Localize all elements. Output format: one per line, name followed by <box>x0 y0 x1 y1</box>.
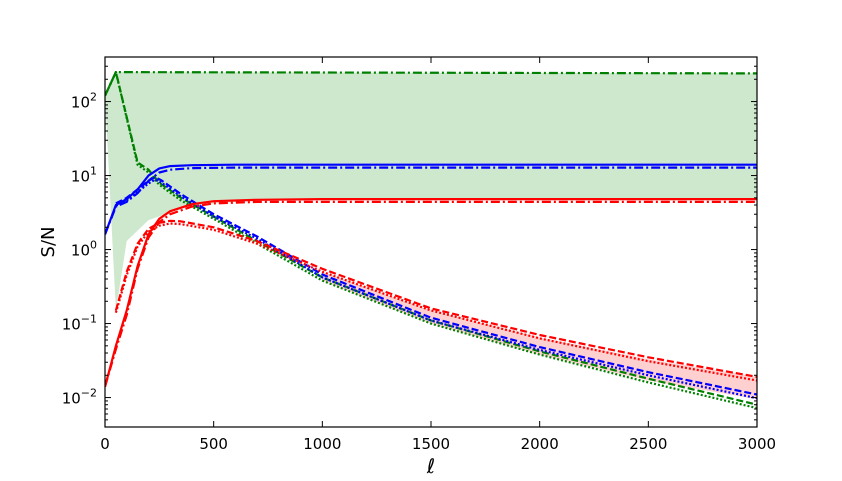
red-dotted-line <box>114 222 757 382</box>
bands-layer <box>105 72 757 400</box>
green-band <box>105 72 757 311</box>
red-dashed-line <box>114 219 757 378</box>
x-tick-label: 2500 <box>629 435 667 453</box>
red-dashdot-line <box>105 200 757 388</box>
lines-layer <box>105 71 757 410</box>
green-dotted-line <box>105 71 757 410</box>
y-axis-label: S/N <box>38 227 59 258</box>
x-axis-label: ℓ <box>426 454 435 478</box>
x-tick-label: 2000 <box>521 435 559 453</box>
y-tick-label: 10−1 <box>62 313 97 334</box>
x-tick-label: 1000 <box>303 435 341 453</box>
y-tick-labels: 10−2 10−1 100 101 102 <box>62 91 97 408</box>
y-tick-label: 102 <box>71 91 97 112</box>
plot-frame <box>104 56 758 428</box>
blue-solid-line <box>105 163 757 235</box>
x-tick-label: 1500 <box>412 435 450 453</box>
y-tick-label: 101 <box>71 165 97 186</box>
blue-dashed-line <box>115 176 757 396</box>
red-solid-line <box>105 198 757 387</box>
x-tick-label: 3000 <box>738 435 776 453</box>
x-tick-label: 500 <box>199 435 228 453</box>
y-tick-label: 10−2 <box>62 387 97 408</box>
x-tick-label: 0 <box>100 435 110 453</box>
y-tick-label: 100 <box>71 239 97 260</box>
red-band <box>322 271 757 400</box>
x-tick-labels: 0 500 1000 1500 2000 2500 3000 <box>100 435 776 453</box>
